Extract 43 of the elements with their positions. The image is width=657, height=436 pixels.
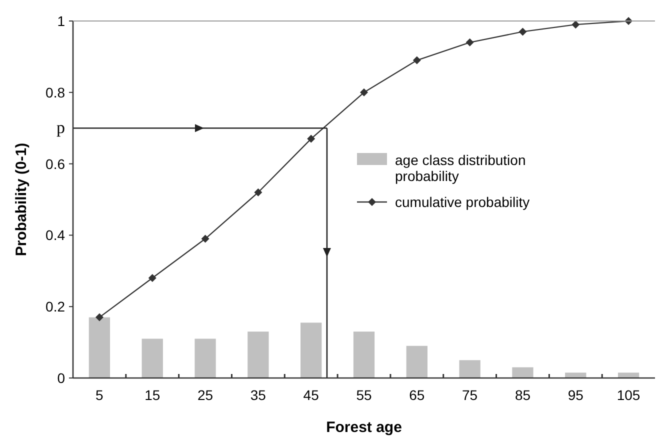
point — [307, 134, 316, 143]
x-axis-title: Forest age — [326, 419, 402, 436]
bar — [459, 360, 480, 378]
x-tick-label: 45 — [303, 387, 320, 403]
bar — [512, 367, 534, 378]
x-tick-label: 75 — [462, 387, 478, 403]
x-tick-label: 15 — [144, 387, 160, 403]
legend-label: cumulative probability — [395, 194, 530, 210]
x-tick-label: 55 — [356, 387, 372, 403]
bar — [618, 372, 640, 378]
point — [466, 38, 474, 46]
y-tick-label: 0.4 — [46, 227, 66, 244]
bar — [565, 372, 586, 378]
x-tick-label: 5 — [96, 387, 104, 403]
bar — [353, 332, 375, 378]
y-tick-label: 0.6 — [46, 156, 66, 172]
x-tick-label: 105 — [616, 387, 640, 403]
bar — [88, 317, 110, 378]
y-axis-title: Probability (0-1) — [13, 142, 30, 256]
y-tick-label: 0 — [57, 370, 66, 386]
legend-label: age class distribution probability — [395, 152, 526, 184]
point — [412, 56, 421, 64]
bar — [406, 346, 428, 378]
x-tick-label: 35 — [250, 387, 266, 403]
x-tick-label: 25 — [197, 387, 214, 403]
y-tick-label: 0.2 — [46, 298, 66, 315]
x-tick-label: 95 — [568, 387, 584, 403]
point — [360, 88, 368, 96]
point — [201, 234, 210, 243]
y-tick-label: 0.8 — [46, 84, 66, 100]
x-tick-label: 85 — [514, 387, 531, 403]
bar — [194, 338, 216, 378]
y-tick-label: 1 — [57, 13, 66, 29]
bar — [142, 338, 163, 378]
bar — [248, 332, 269, 378]
ref-line-label: p — [56, 118, 65, 138]
point — [254, 188, 262, 196]
x-tick-label: 65 — [409, 387, 425, 403]
point — [572, 20, 580, 29]
point — [95, 313, 104, 322]
point — [148, 274, 156, 282]
point — [518, 28, 527, 36]
bar — [300, 322, 322, 378]
